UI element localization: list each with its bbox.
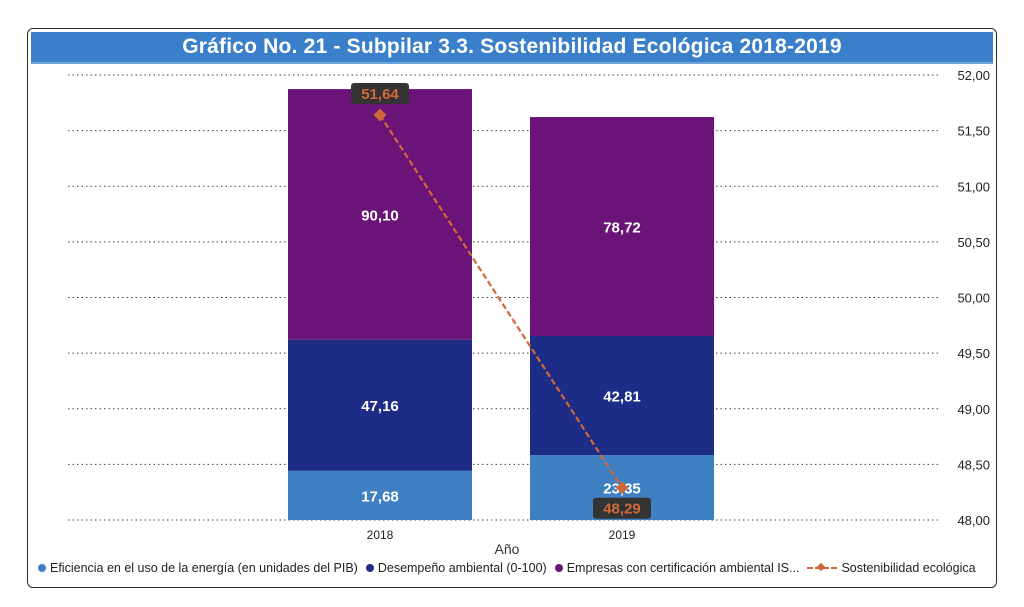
chart-title: Gráfico No. 21 - Subpilar 3.3. Sostenibi… [31,32,993,64]
right-axis-tick-label: 52,00 [957,68,990,83]
bar-value-label: 17,68 [361,488,399,505]
legend-marker-eficiencia [38,564,46,572]
x-axis-title: Año [495,541,520,557]
legend-item-sostenibilidad: Sostenibilidad ecológica [807,561,976,575]
line-value-label: 48,29 [603,501,641,518]
line-sostenibilidad [379,114,623,489]
line-value-label: 51,64 [361,86,399,103]
legend-item-empresas: Empresas con certificación ambiental IS.… [554,561,800,575]
right-axis-tick-label: 48,00 [957,513,990,528]
bar-desempeno-2019 [530,335,714,456]
right-axis-tick-label: 49,50 [957,346,990,361]
right-axis-tick-label: 51,50 [957,124,990,139]
legend-item-eficiencia: Eficiencia en el uso de la energía (en u… [38,561,358,575]
bar-value-label: 90,10 [361,207,399,224]
right-axis-tick-label: 49,00 [957,402,990,417]
legend-label-empresas: Empresas con certificación ambiental IS.… [566,561,800,575]
line-point [373,108,387,122]
legend-marker-sostenibilidad [807,563,838,573]
right-axis-tick-label: 50,00 [957,291,990,306]
chart-legend: Eficiencia en el uso de la energía (en u… [38,558,998,578]
legend-label-desempeno: Desempeño ambiental (0-100) [377,561,547,575]
bar-empresas-2019 [530,117,714,336]
bar-value-label: 42,81 [603,389,641,406]
x-axis-tick-label: 2018 [367,528,394,542]
legend-item-desempeno: Desempeño ambiental (0-100) [365,561,547,575]
chart-frame [27,28,997,588]
bar-empresas-2018 [288,89,472,340]
legend-label-eficiencia: Eficiencia en el uso de la energía (en u… [50,561,358,575]
legend-marker-empresas [554,564,563,572]
right-axis-tick-label: 48,50 [957,457,990,472]
right-axis-tick-label: 51,00 [957,179,990,194]
right-axis-tick-label: 50,50 [957,235,990,250]
legend-label-sostenibilidad: Sostenibilidad ecológica [841,561,976,575]
bar-desempeno-2018 [288,339,472,471]
line-label-box [593,497,651,519]
bar-value-label: 47,16 [361,398,399,415]
legend-marker-desempeno [365,564,374,572]
bar-eficiencia-2018 [288,470,472,520]
x-axis-tick-label: 2019 [609,528,636,542]
bar-value-label: 78,72 [603,220,641,237]
line-label-box [351,83,409,105]
